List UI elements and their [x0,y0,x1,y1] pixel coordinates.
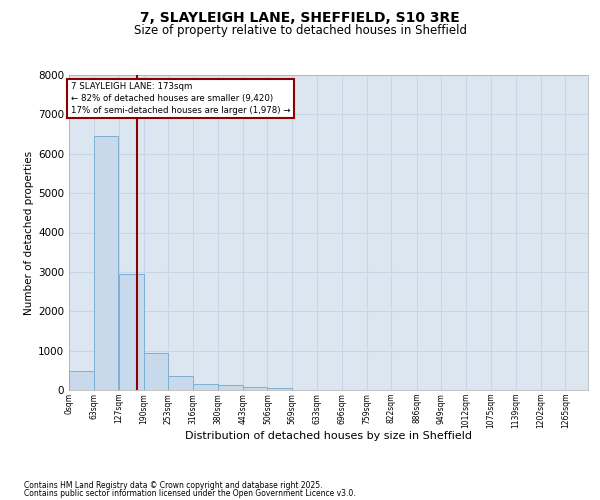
Text: 7 SLAYLEIGH LANE: 173sqm
← 82% of detached houses are smaller (9,420)
17% of sem: 7 SLAYLEIGH LANE: 173sqm ← 82% of detach… [71,82,290,114]
Bar [69,370,94,390]
Bar [218,384,243,390]
Bar [243,387,268,390]
Bar [268,388,292,390]
Text: 7, SLAYLEIGH LANE, SHEFFIELD, S10 3RE: 7, SLAYLEIGH LANE, SHEFFIELD, S10 3RE [140,11,460,25]
Text: Contains public sector information licensed under the Open Government Licence v3: Contains public sector information licen… [24,489,356,498]
Bar [193,384,218,390]
Bar [143,353,168,390]
Bar [168,376,193,390]
Y-axis label: Number of detached properties: Number of detached properties [24,150,34,314]
Bar [119,274,143,390]
Text: Size of property relative to detached houses in Sheffield: Size of property relative to detached ho… [133,24,467,37]
X-axis label: Distribution of detached houses by size in Sheffield: Distribution of detached houses by size … [185,431,472,441]
Text: Contains HM Land Registry data © Crown copyright and database right 2025.: Contains HM Land Registry data © Crown c… [24,480,323,490]
Bar [94,136,118,390]
